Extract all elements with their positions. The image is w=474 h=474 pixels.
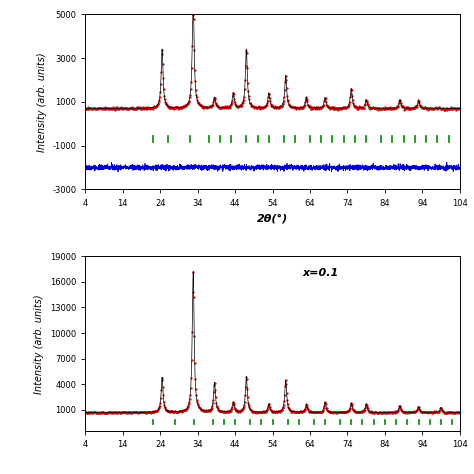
Y-axis label: Intensity (arb. units): Intensity (arb. units): [36, 52, 46, 152]
Y-axis label: Intensity (arb. units): Intensity (arb. units): [34, 294, 45, 393]
X-axis label: 2θ(°): 2θ(°): [257, 213, 288, 223]
Text: x=0.1: x=0.1: [302, 268, 339, 278]
